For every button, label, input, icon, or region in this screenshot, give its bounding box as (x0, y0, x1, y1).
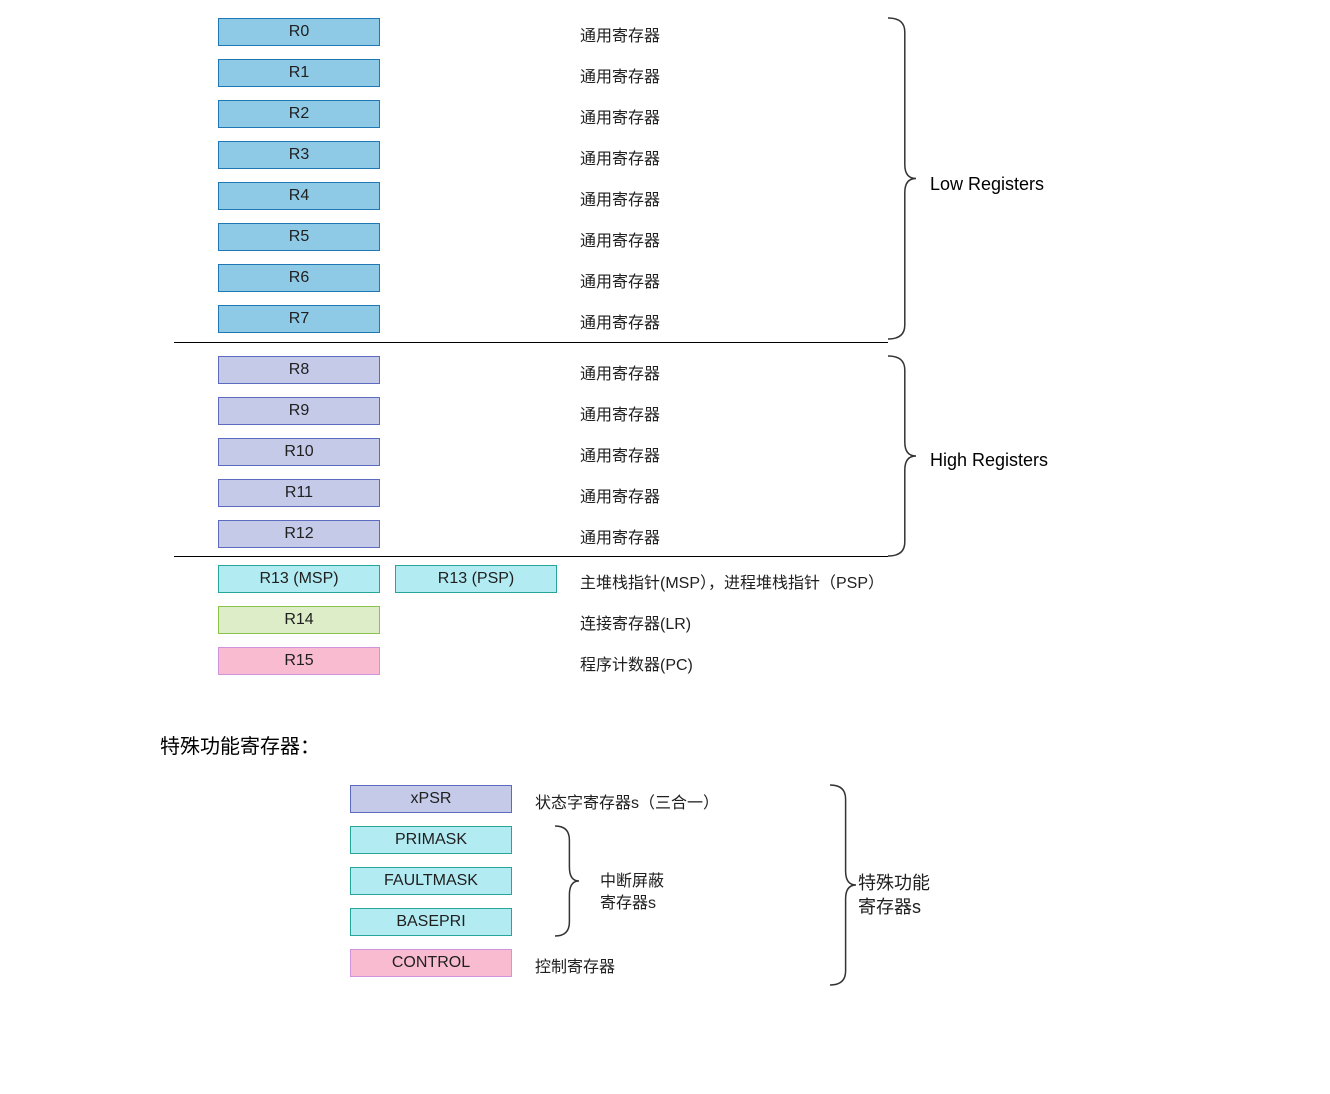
special-section-title: 特殊功能寄存器： (160, 730, 320, 759)
label-mask-1: 中断屏蔽 (600, 867, 664, 891)
reg-r6: R6 (218, 264, 380, 292)
register-diagram: R0 通用寄存器 R1 通用寄存器 R2 通用寄存器 R3 通用寄存器 R4 通用寄存器 R5 通用寄… (0, 0, 1330, 1094)
reg-desc-r1: 通用寄存器 (580, 63, 660, 87)
reg-desc-r11: 通用寄存器 (580, 483, 660, 507)
reg-desc-r7: 通用寄存器 (580, 309, 660, 333)
reg-r1: R1 (218, 59, 380, 87)
divider-line (174, 342, 888, 343)
reg-r2: R2 (218, 100, 380, 128)
brace-mask (555, 826, 591, 936)
reg-desc-r2: 通用寄存器 (580, 104, 660, 128)
reg-r14: R14 (218, 606, 380, 634)
reg-desc-r6: 通用寄存器 (580, 268, 660, 292)
sreg-basepri: BASEPRI (350, 908, 512, 936)
label-special-2: 寄存器s (858, 893, 921, 919)
reg-r7: R7 (218, 305, 380, 333)
brace-high (888, 356, 928, 556)
label-high-registers: High Registers (930, 450, 1048, 471)
sreg-xpsr: xPSR (350, 785, 512, 813)
reg-r13-psp: R13 (PSP) (395, 565, 557, 593)
reg-r0: R0 (218, 18, 380, 46)
reg-r15: R15 (218, 647, 380, 675)
divider-line (174, 556, 888, 557)
reg-desc-r14: 连接寄存器(LR) (580, 610, 691, 634)
reg-r3: R3 (218, 141, 380, 169)
sreg-desc-xpsr: 状态字寄存器s（三合一） (535, 789, 719, 813)
reg-desc-r15: 程序计数器(PC) (580, 651, 693, 675)
reg-desc-r10: 通用寄存器 (580, 442, 660, 466)
reg-desc-r9: 通用寄存器 (580, 401, 660, 425)
reg-desc-r12: 通用寄存器 (580, 524, 660, 548)
reg-r4: R4 (218, 182, 380, 210)
reg-desc-r13: 主堆栈指针(MSP），进程堆栈指针（PSP） (580, 569, 884, 593)
reg-r13-msp: R13 (MSP) (218, 565, 380, 593)
sreg-primask: PRIMASK (350, 826, 512, 854)
brace-low (888, 18, 928, 339)
reg-desc-r3: 通用寄存器 (580, 145, 660, 169)
label-low-registers: Low Registers (930, 174, 1044, 195)
sreg-faultmask: FAULTMASK (350, 867, 512, 895)
reg-desc-r8: 通用寄存器 (580, 360, 660, 384)
reg-desc-r5: 通用寄存器 (580, 227, 660, 251)
reg-r5: R5 (218, 223, 380, 251)
reg-r10: R10 (218, 438, 380, 466)
reg-r12: R12 (218, 520, 380, 548)
reg-r9: R9 (218, 397, 380, 425)
reg-r8: R8 (218, 356, 380, 384)
reg-desc-r4: 通用寄存器 (580, 186, 660, 210)
label-mask-2: 寄存器s (600, 889, 656, 913)
sreg-control: CONTROL (350, 949, 512, 977)
sreg-desc-control: 控制寄存器 (535, 953, 615, 977)
reg-r11: R11 (218, 479, 380, 507)
label-special-1: 特殊功能 (858, 869, 930, 895)
reg-desc-r0: 通用寄存器 (580, 22, 660, 46)
